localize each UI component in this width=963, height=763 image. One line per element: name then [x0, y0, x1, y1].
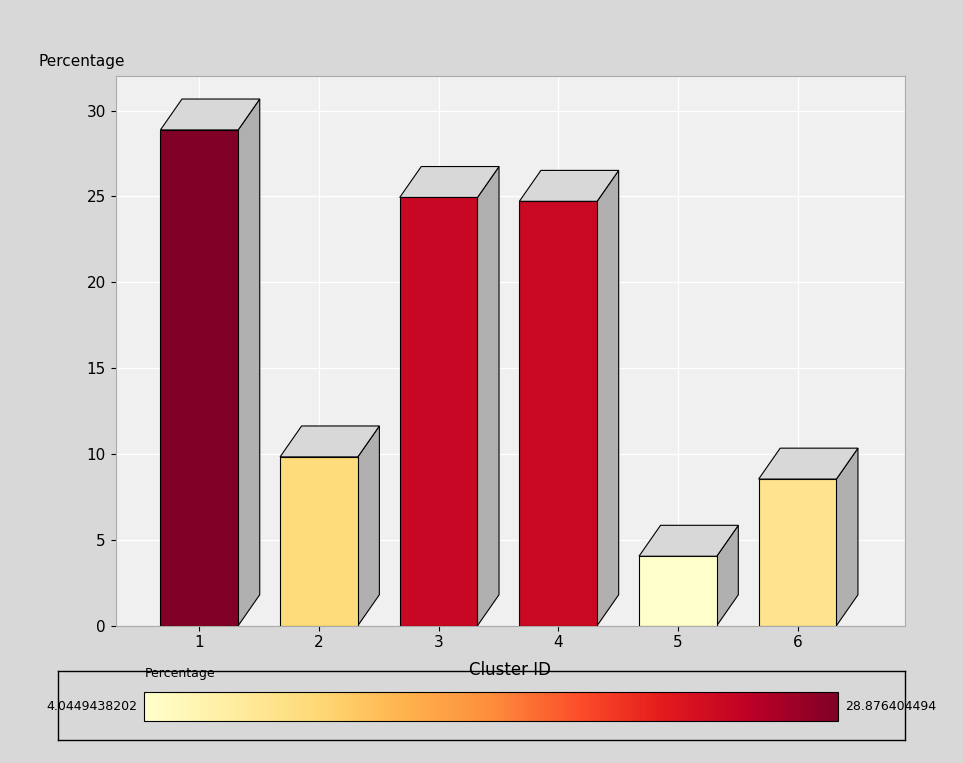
Bar [280, 457, 358, 626]
Polygon shape [759, 448, 858, 479]
Polygon shape [519, 170, 618, 201]
Bar [400, 198, 478, 626]
Polygon shape [238, 99, 260, 626]
Polygon shape [597, 170, 618, 626]
Bar [519, 201, 597, 626]
Polygon shape [161, 99, 260, 130]
Bar [161, 130, 238, 626]
Polygon shape [837, 448, 858, 626]
Text: Percentage: Percentage [144, 668, 215, 681]
Polygon shape [400, 166, 499, 198]
Polygon shape [358, 426, 379, 626]
Polygon shape [280, 426, 379, 457]
X-axis label: Cluster ID: Cluster ID [469, 662, 552, 680]
Bar [639, 556, 716, 626]
Text: 4.0449438202: 4.0449438202 [46, 700, 138, 713]
Polygon shape [716, 525, 739, 626]
Polygon shape [639, 525, 739, 556]
Text: 28.876404494: 28.876404494 [845, 700, 936, 713]
Polygon shape [478, 166, 499, 626]
Text: Percentage: Percentage [39, 53, 125, 69]
Bar [759, 479, 837, 626]
